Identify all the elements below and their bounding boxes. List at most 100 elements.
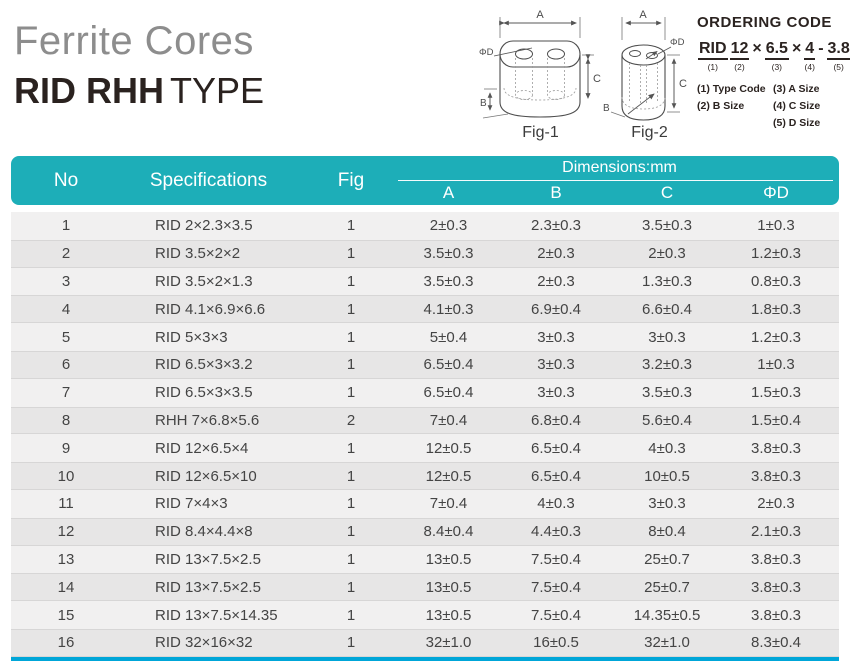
cell-d: 3.8±0.3 <box>751 578 801 596</box>
col-header-c: C <box>660 183 674 202</box>
cell-c: 10±0.5 <box>644 467 690 485</box>
cell-fig: 1 <box>346 523 356 541</box>
cell-c: 3±0.3 <box>648 328 686 346</box>
svg-text:C: C <box>679 78 687 90</box>
table-row: 6 RID 6.5×3×3.2 1 6.5±0.4 3±0.3 3.2±0.3 1±0.3 <box>11 350 839 379</box>
cell-c: 3±0.3 <box>648 495 686 513</box>
cell-b: 4±0.3 <box>537 495 575 513</box>
table-row: 10 RID 12×6.5×10 1 12±0.5 6.5±0.4 10±0.5 3.8±0… <box>11 462 839 490</box>
cell-b: 16±0.5 <box>533 634 579 652</box>
cell-c: 25±0.7 <box>644 578 690 596</box>
col-header-a: A <box>442 183 455 202</box>
col-header-b: B <box>550 183 562 202</box>
cell-a: 2±0.3 <box>429 217 468 235</box>
cell-c: 6.6±0.4 <box>642 300 692 318</box>
cell-c: 14.35±0.5 <box>633 606 701 624</box>
cell-no: 6 <box>61 356 71 374</box>
cell-c: 32±1.0 <box>644 634 690 652</box>
core-drawing-fig2: A ΦD <box>603 9 687 121</box>
ordering-legend-item: (4) C Size <box>773 100 821 112</box>
cell-spec: RID 4.1×6.9×6.6 <box>155 300 266 318</box>
ordering-code-segment: 6.5 (3) <box>764 40 789 72</box>
cell-c: 4±0.3 <box>648 439 686 457</box>
cell-d: 1.2±0.3 <box>751 245 801 263</box>
dimensions-group-header: Dimensions:mm A B C ΦD <box>398 156 839 205</box>
ordering-code-segment: 3.8 (5) <box>826 40 850 72</box>
cell-no: 16 <box>57 634 75 652</box>
cell-c: 8±0.4 <box>648 523 686 541</box>
table-body: 1 RID 2×2.3×3.5 1 2±0.3 2.3±0.3 3.5±0.3 1±0.3 2… <box>11 212 839 657</box>
cell-d: 1.8±0.3 <box>751 300 801 318</box>
cell-a: 13±0.5 <box>425 606 472 624</box>
cell-no: 15 <box>57 606 75 624</box>
svg-text:B: B <box>603 103 610 114</box>
ordering-legend-item: (2) B Size <box>697 100 745 112</box>
cell-b: 2.3±0.3 <box>531 217 581 235</box>
page-title: Ferrite Cores <box>14 19 254 63</box>
cell-a: 3.5±0.3 <box>423 272 474 290</box>
table-bottom-rule <box>11 656 839 661</box>
cell-b: 7.5±0.4 <box>531 578 581 596</box>
cell-fig: 1 <box>346 634 356 652</box>
cell-spec: RID 6.5×3×3.5 <box>155 384 253 402</box>
table-row: 13 RID 13×7.5×2.5 1 13±0.5 7.5±0.4 25±0.7 3.8±… <box>11 545 839 574</box>
col-header-no: No <box>53 169 79 191</box>
cell-a: 13±0.5 <box>425 550 472 568</box>
cell-spec: RID 12×6.5×10 <box>155 467 257 485</box>
cell-no: 12 <box>57 523 75 541</box>
core-drawing-fig1: A ΦD <box>479 9 601 119</box>
col-header-d: ΦD <box>763 183 789 202</box>
cell-a: 12±0.5 <box>425 467 472 485</box>
cell-c: 25±0.7 <box>644 550 690 568</box>
cell-b: 3±0.3 <box>537 328 575 346</box>
ordering-code-segment: 4 (4) <box>804 40 816 72</box>
cell-no: 1 <box>61 217 71 235</box>
figure-1-label: Fig-1 <box>522 124 559 141</box>
cell-spec: RID 13×7.5×2.5 <box>155 550 261 568</box>
table-row: 16 RID 32×16×32 1 32±1.0 16±0.5 32±1.0 8.3±0.4 <box>11 628 839 657</box>
cell-d: 3.8±0.3 <box>751 467 801 485</box>
table-row: 5 RID 5×3×3 1 5±0.4 3±0.3 3±0.3 1.2±0.3 <box>11 323 839 351</box>
cell-b: 7.5±0.4 <box>531 550 581 568</box>
ordering-code-legend: (1) Type Code (2) B Size (3) A Size (4) C … <box>697 81 847 132</box>
subtitle-type-word: TYPE <box>170 70 265 111</box>
page-subtitle: RID RHH TYPE <box>14 70 264 112</box>
col-header-spec: Specifications <box>149 169 268 191</box>
table-row: 3 RID 3.5×2×1.3 1 3.5±0.3 2±0.3 1.3±0.3 0.8±0.… <box>11 267 839 296</box>
cell-spec: RID 2×2.3×3.5 <box>155 217 253 235</box>
ordering-legend-item: (3) A Size <box>773 83 820 95</box>
cell-no: 2 <box>61 245 71 263</box>
cell-fig: 1 <box>346 245 356 263</box>
dimensions-subheader-row: A B C ΦD <box>406 181 839 205</box>
cell-d: 3.8±0.3 <box>751 606 801 624</box>
cell-a: 5±0.4 <box>429 328 468 346</box>
title-block: Ferrite Cores RID RHH TYPE <box>14 18 264 112</box>
cell-c: 3.5±0.3 <box>642 217 692 235</box>
cell-a: 7±0.4 <box>429 411 468 429</box>
cell-no: 13 <box>57 550 75 568</box>
cell-fig: 1 <box>346 439 356 457</box>
ordering-code-title: ORDERING CODE <box>697 14 832 31</box>
cell-spec: RID 12×6.5×4 <box>155 439 249 457</box>
page-header: Ferrite Cores RID RHH TYPE A <box>0 0 850 156</box>
svg-text:A: A <box>536 9 544 21</box>
cell-b: 7.5±0.4 <box>531 606 581 624</box>
ordering-code-block: ORDERING CODE RID (1) 12 (2) × 6.5 (3) × 4 (4) -… <box>697 14 850 132</box>
ordering-code-example: RID (1) 12 (2) × 6.5 (3) × 4 (4) - 3.8 (5) <box>697 40 850 73</box>
svg-text:A: A <box>639 9 647 21</box>
cell-fig: 1 <box>346 550 356 568</box>
subtitle-type-code: RID RHH <box>14 70 164 111</box>
cell-d: 8.3±0.4 <box>751 634 801 652</box>
table-row: 14 RID 13×7.5×2.5 1 13±0.5 7.5±0.4 25±0.7 3.8±… <box>11 573 839 602</box>
cell-no: 10 <box>57 467 75 485</box>
cell-fig: 1 <box>346 578 356 596</box>
cell-a: 13±0.5 <box>425 578 472 596</box>
legend-column-right: (3) A Size (4) C Size (5) D Size <box>773 81 820 132</box>
ordering-code-segment: RID (1) <box>698 40 728 72</box>
cell-a: 12±0.5 <box>425 439 472 457</box>
cell-no: 7 <box>61 384 71 402</box>
cell-fig: 1 <box>346 300 356 318</box>
cell-d: 1±0.3 <box>757 356 795 374</box>
cell-no: 9 <box>61 439 71 457</box>
